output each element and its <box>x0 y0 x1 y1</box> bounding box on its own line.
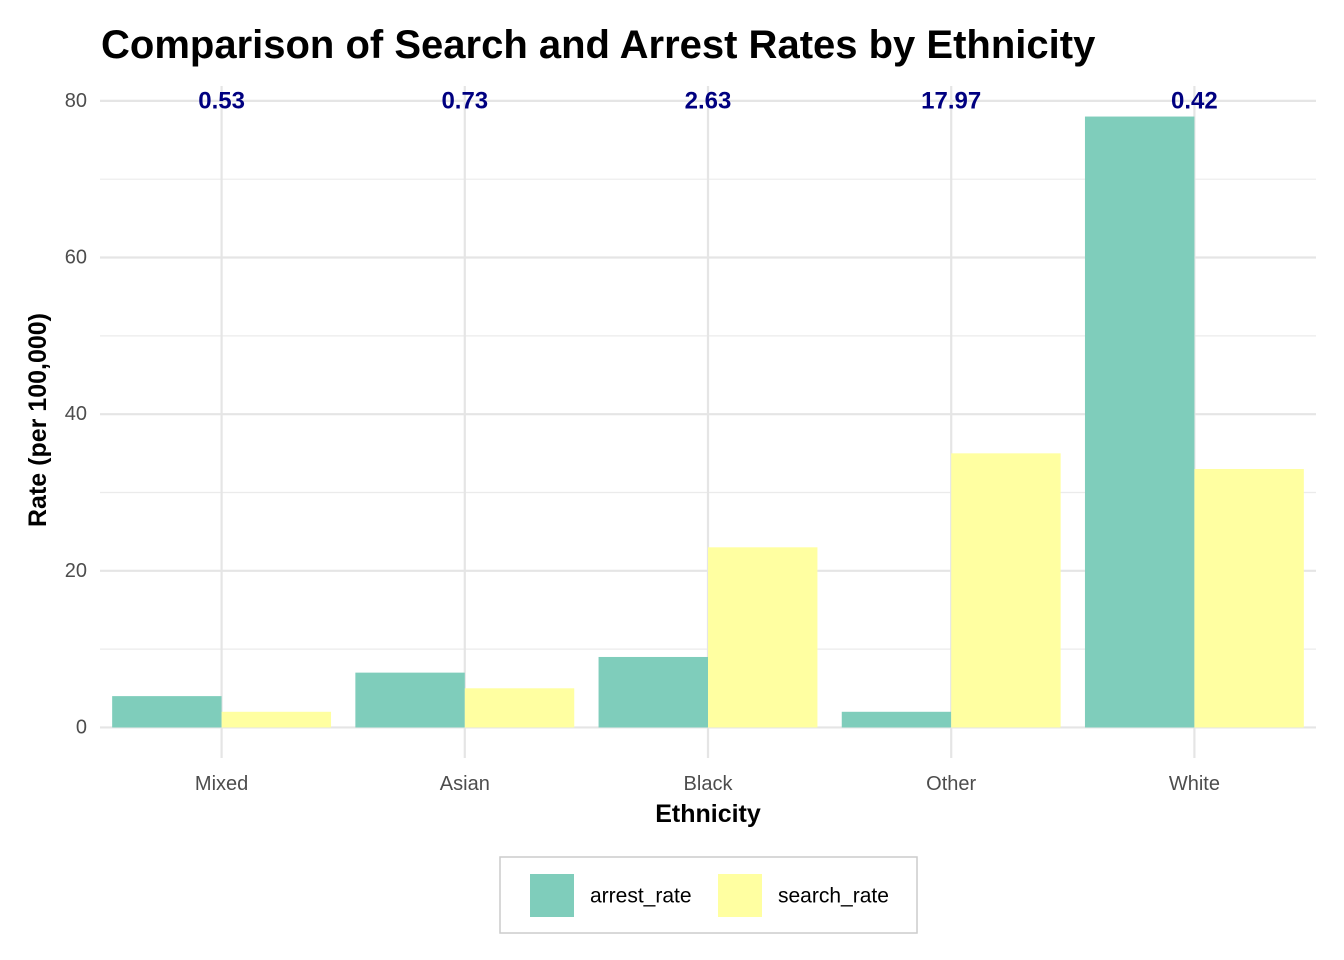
ratio-label-black: 2.63 <box>685 87 732 114</box>
ratio-labels: 0.53 0.73 2.63 17.97 0.42 <box>198 87 1218 114</box>
legend-label-search_rate: search_rate <box>778 885 889 908</box>
bar-search_rate-white <box>1194 468 1304 728</box>
x-axis-label: Ethnicity <box>655 800 761 828</box>
y-tick-label: 20 <box>65 560 87 582</box>
ratio-label-mixed: 0.53 <box>198 87 245 114</box>
y-tick-label: 60 <box>65 247 87 269</box>
x-tick-label-white: White <box>1169 773 1220 795</box>
legend: arrest_rate search_rate <box>499 856 918 934</box>
y-tick-label: 0 <box>76 716 87 738</box>
ratio-label-white: 0.42 <box>1171 87 1218 114</box>
bar-arrest_rate-mixed <box>112 696 222 728</box>
bar-search_rate-black <box>708 547 818 728</box>
y-axis-label: Rate (per 100,000) <box>24 313 52 527</box>
bar-search_rate-mixed <box>221 711 332 728</box>
ratio-label-asian: 0.73 <box>441 87 488 114</box>
legend-key-arrest_rate <box>530 874 574 917</box>
x-tick-label-other: Other <box>926 773 976 795</box>
chart-title: Comparison of Search and Arrest Rates by… <box>101 23 1096 67</box>
y-tick-label: 40 <box>65 403 87 425</box>
x-tick-label-black: Black <box>684 773 734 795</box>
bar-search_rate-asian <box>464 688 575 728</box>
legend-label-arrest_rate: arrest_rate <box>590 885 692 908</box>
y-axis-ticks: 0 20 40 60 80 <box>65 90 87 739</box>
legend-key-search_rate <box>718 874 762 917</box>
bars <box>112 116 1304 728</box>
x-tick-label-asian: Asian <box>440 773 490 795</box>
bar-search_rate-other <box>951 453 1061 728</box>
bar-arrest_rate-other <box>841 711 952 728</box>
x-tick-label-mixed: Mixed <box>195 773 248 795</box>
bar-arrest_rate-white <box>1084 116 1195 728</box>
ratio-label-other: 17.97 <box>921 87 981 114</box>
bar-arrest_rate-black <box>598 656 708 728</box>
y-tick-label: 80 <box>65 90 87 112</box>
bar-arrest_rate-asian <box>355 672 465 728</box>
x-axis-ticks: Mixed Asian Black Other White <box>195 773 1220 795</box>
